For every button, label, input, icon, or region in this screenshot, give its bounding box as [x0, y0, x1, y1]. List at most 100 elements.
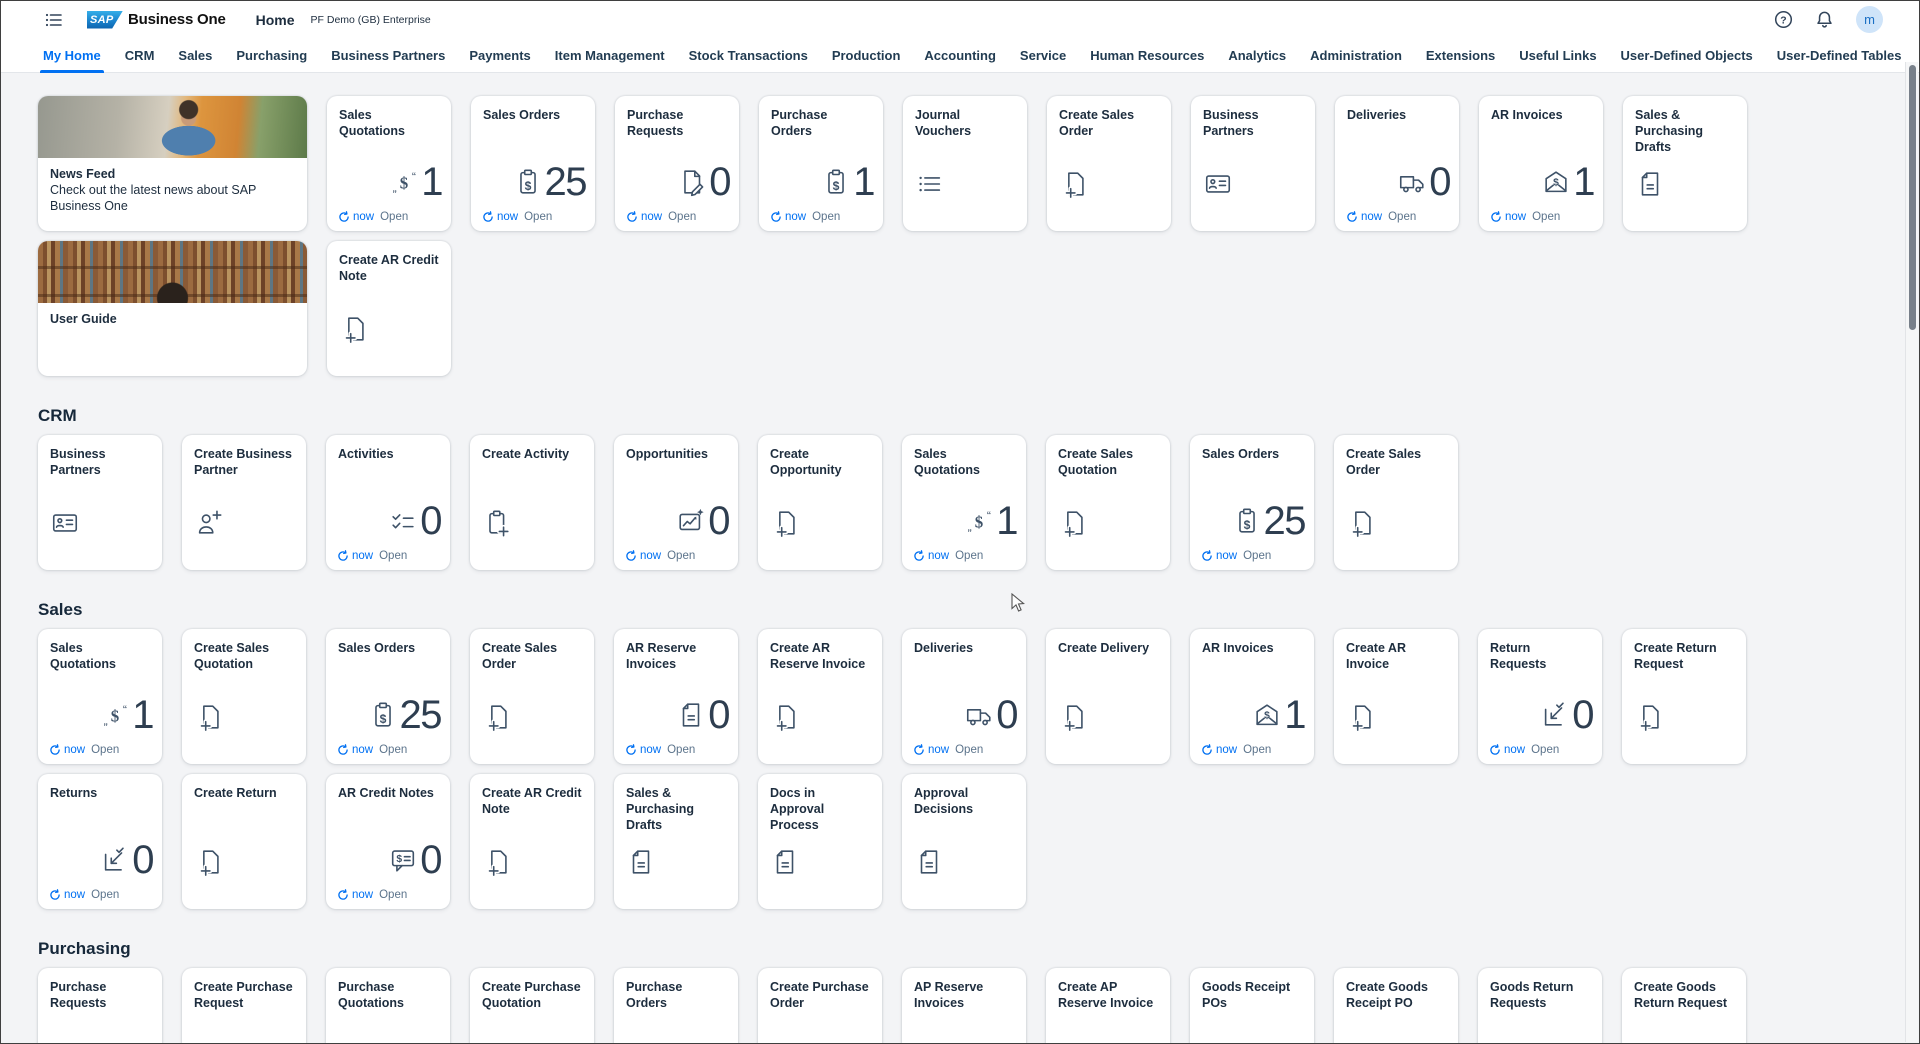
- tab-stock-transactions[interactable]: Stock Transactions: [688, 48, 808, 63]
- tile-create-sales-quotation[interactable]: Create Sales Quotation: [1046, 435, 1170, 570]
- tab-sales[interactable]: Sales: [178, 48, 213, 63]
- tile-create-sales-order[interactable]: Create Sales Order: [470, 629, 594, 764]
- vertical-scrollbar[interactable]: [1905, 62, 1918, 1042]
- refresh-time-label: now: [64, 744, 86, 756]
- tile-create-purchase-order[interactable]: Create Purchase Order: [758, 968, 882, 1043]
- tile-business-partners[interactable]: Business Partners: [1191, 96, 1315, 231]
- tile-create-purchase-quotation[interactable]: Create Purchase Quotation: [470, 968, 594, 1043]
- tab-service[interactable]: Service: [1019, 48, 1067, 63]
- tile-purchase-orders[interactable]: Purchase Orders $: [614, 968, 738, 1043]
- tab-item-management[interactable]: Item Management: [554, 48, 665, 63]
- avatar[interactable]: m: [1856, 6, 1883, 33]
- tile-business-partners[interactable]: Business Partners: [38, 435, 162, 570]
- tile-return-requests[interactable]: Return Requests 0 now Open: [1478, 629, 1602, 764]
- tile-sales-orders[interactable]: Sales Orders $25 now Open: [471, 96, 595, 231]
- tile-create-purchase-request[interactable]: Create Purchase Request: [182, 968, 306, 1043]
- tile-count: 25: [399, 693, 443, 737]
- tile-icon-area: [482, 508, 512, 538]
- scrollbar-thumb[interactable]: [1908, 65, 1916, 330]
- tile-goods-return-requests[interactable]: Goods Return Requests: [1478, 968, 1602, 1043]
- tile-deliveries[interactable]: Deliveries 0 now Open: [1335, 96, 1459, 231]
- tile-create-ar-invoice[interactable]: Create AR Invoice: [1334, 629, 1458, 764]
- tile-create-activity[interactable]: Create Activity: [470, 435, 594, 570]
- tile-activities[interactable]: Activities 0 now Open: [326, 435, 450, 570]
- tile-ar-credit-notes[interactable]: AR Credit Notes $0 now Open: [326, 774, 450, 909]
- tile-title: Deliveries: [1347, 108, 1407, 122]
- tab-useful-links[interactable]: Useful Links: [1519, 48, 1597, 63]
- tile-create-sales-quotation[interactable]: Create Sales Quotation: [182, 629, 306, 764]
- tile-refresh-row: now Open: [1346, 211, 1416, 223]
- tile-purchase-requests[interactable]: Purchase Requests 0 now Open: [615, 96, 739, 231]
- tile-purchase-requests[interactable]: Purchase Requests: [38, 968, 162, 1043]
- order-icon: $: [626, 1041, 656, 1043]
- tile-ar-reserve-invoices[interactable]: AR Reserve Invoices 0 now Open: [614, 629, 738, 764]
- tile-create-return-request[interactable]: Create Return Request: [1622, 629, 1746, 764]
- tile-create-ar-credit-note[interactable]: Create AR Credit Note: [327, 241, 451, 376]
- tile-create-sales-order[interactable]: Create Sales Order: [1334, 435, 1458, 570]
- tab-accounting[interactable]: Accounting: [924, 48, 996, 63]
- tile-icon-area: [194, 1041, 224, 1043]
- tile-sales-purchasing-drafts[interactable]: Sales & Purchasing Drafts: [614, 774, 738, 909]
- tile-create-ar-reserve-invoice[interactable]: Create AR Reserve Invoice: [758, 629, 882, 764]
- tile-create-business-partner[interactable]: Create Business Partner: [182, 435, 306, 570]
- tile-purchase-quotations[interactable]: Purchase Quotations $„“: [326, 968, 450, 1043]
- tab-business-partners[interactable]: Business Partners: [331, 48, 446, 63]
- tile-icon-area: [770, 1041, 800, 1043]
- help-icon[interactable]: ?: [1774, 10, 1794, 30]
- tile-sales-quotations[interactable]: Sales Quotations $ „ “ 1 now Open: [902, 435, 1026, 570]
- create-doc-icon: [770, 1041, 800, 1043]
- tile-count: 0: [709, 160, 731, 204]
- invoice-icon: $: [1252, 700, 1282, 730]
- menu-icon[interactable]: [45, 11, 65, 29]
- tile-icon-area: $: [1202, 1041, 1232, 1043]
- tab-user-defined-tables[interactable]: User-Defined Tables: [1776, 48, 1902, 63]
- tile-sales-quotations[interactable]: Sales Quotations $ „ “ 1 now Open: [327, 96, 451, 231]
- tab-crm[interactable]: CRM: [124, 48, 155, 63]
- tile-sales-purchasing-drafts[interactable]: Sales & Purchasing Drafts: [1623, 96, 1747, 231]
- tile-create-goods-return-request[interactable]: Create Goods Return Request: [1622, 968, 1746, 1043]
- tile-refresh-row: now Open: [1201, 550, 1271, 562]
- tile-opportunities[interactable]: Opportunities 0 now Open: [614, 435, 738, 570]
- tab-human-resources[interactable]: Human Resources: [1090, 48, 1205, 63]
- tile-goods-receipt-pos[interactable]: Goods Receipt POs $: [1190, 968, 1314, 1043]
- tile-user-guide[interactable]: User Guide: [38, 241, 307, 376]
- tile-ap-reserve-invoices[interactable]: AP Reserve Invoices: [902, 968, 1026, 1043]
- tile-title: AR Reserve Invoices: [626, 641, 697, 671]
- tile-create-opportunity[interactable]: Create Opportunity: [758, 435, 882, 570]
- tile-title: Sales & Purchasing Drafts: [1635, 108, 1704, 154]
- tile-create-ap-reserve-invoice[interactable]: Create AP Reserve Invoice: [1046, 968, 1170, 1043]
- tile-approval-decisions[interactable]: Approval Decisions: [902, 774, 1026, 909]
- tab-extensions[interactable]: Extensions: [1425, 48, 1496, 63]
- svg-text:“: “: [987, 509, 991, 523]
- tab-payments[interactable]: Payments: [469, 48, 531, 63]
- tile-title: Create Sales Order: [1346, 447, 1422, 477]
- tile-returns[interactable]: Returns 0 now Open: [38, 774, 162, 909]
- tile-sales-quotations[interactable]: Sales Quotations $ „ “ 1 now Open: [38, 629, 162, 764]
- tile-deliveries[interactable]: Deliveries 0 now Open: [902, 629, 1026, 764]
- tile-create-return[interactable]: Create Return: [182, 774, 306, 909]
- tile-sales-orders[interactable]: Sales Orders $25 now Open: [326, 629, 450, 764]
- tile-title: Approval Decisions: [914, 786, 974, 816]
- tile-create-ar-credit-note[interactable]: Create AR Credit Note: [470, 774, 594, 909]
- tab-production[interactable]: Production: [831, 48, 901, 63]
- tile-journal-vouchers[interactable]: Journal Vouchers: [903, 96, 1027, 231]
- tab-my-home[interactable]: My Home: [31, 38, 113, 73]
- order-icon: $: [821, 167, 851, 197]
- tile-ar-invoices[interactable]: AR Invoices $1 now Open: [1190, 629, 1314, 764]
- tile-create-sales-order[interactable]: Create Sales Order: [1047, 96, 1171, 231]
- tab-administration[interactable]: Administration: [1310, 48, 1402, 63]
- tile-purchase-orders[interactable]: Purchase Orders $1 now Open: [759, 96, 883, 231]
- tile-docs-in-approval-process[interactable]: Docs in Approval Process: [758, 774, 882, 909]
- tab-purchasing[interactable]: Purchasing: [236, 48, 308, 63]
- tile-create-goods-receipt-po[interactable]: Create Goods Receipt PO: [1334, 968, 1458, 1043]
- tile-ar-invoices[interactable]: AR Invoices $1 now Open: [1479, 96, 1603, 231]
- tab-analytics[interactable]: Analytics: [1228, 48, 1287, 63]
- tab-user-defined-objects[interactable]: User-Defined Objects: [1620, 48, 1753, 63]
- tile-title: User Guide: [50, 312, 117, 326]
- notifications-bell-icon[interactable]: [1815, 10, 1835, 30]
- tile-sales-orders[interactable]: Sales Orders $25 now Open: [1190, 435, 1314, 570]
- tile-news-feed[interactable]: News Feed Check out the latest news about…: [38, 96, 307, 231]
- tile-title: Create Business Partner: [194, 447, 292, 477]
- tile-title: Business Partners: [1203, 108, 1259, 138]
- tile-create-delivery[interactable]: Create Delivery: [1046, 629, 1170, 764]
